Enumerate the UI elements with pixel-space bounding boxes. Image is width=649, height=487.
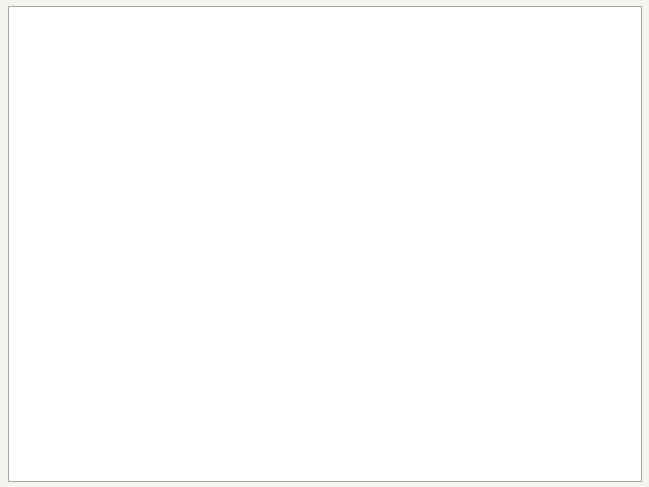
Polygon shape: [80, 211, 167, 271]
Circle shape: [23, 26, 42, 47]
Polygon shape: [205, 84, 240, 116]
Polygon shape: [189, 271, 205, 285]
Polygon shape: [363, 387, 398, 428]
Text: © Commonwealth of Australia 2015, Australian Bureau of Meteorology: © Commonwealth of Australia 2015, Austra…: [16, 469, 239, 475]
Polygon shape: [23, 66, 461, 374]
Bar: [463, 147, 530, 176]
Polygon shape: [312, 325, 349, 352]
Polygon shape: [214, 89, 232, 108]
Text: Product of the Bureau of Meteorology: Product of the Bureau of Meteorology: [13, 428, 209, 438]
Text: http://www.bom.gov.au: http://www.bom.gov.au: [16, 455, 97, 461]
Text: Three-day Heatwave Forecast: Three-day Heatwave Forecast: [13, 353, 212, 366]
Text: No Heatwave: No Heatwave: [544, 292, 594, 301]
Bar: [463, 282, 530, 311]
Text: Heatwave Severity: Heatwave Severity: [490, 133, 594, 143]
Text: Australian Government: Australian Government: [55, 19, 183, 29]
Text: Issued: 17/11/2015: Issued: 17/11/2015: [573, 470, 633, 475]
Text: Severe
Heatwave: Severe Heatwave: [544, 197, 582, 216]
Polygon shape: [31, 184, 434, 363]
Bar: [463, 237, 530, 266]
Polygon shape: [195, 73, 243, 122]
Bar: [463, 192, 530, 221]
Text: Low-intensity
Heatwave: Low-intensity Heatwave: [544, 242, 595, 261]
Text: for Tuesday, Wednesday and Thursday: for Tuesday, Wednesday and Thursday: [13, 379, 215, 389]
Text: starting Tuesday 17/11/2015: starting Tuesday 17/11/2015: [13, 403, 163, 413]
Text: Bureau of Meteorology: Bureau of Meteorology: [55, 44, 158, 53]
Circle shape: [15, 18, 50, 55]
Text: Extreme
Heatwave: Extreme Heatwave: [544, 151, 582, 171]
Polygon shape: [363, 144, 385, 168]
Polygon shape: [26, 178, 45, 202]
